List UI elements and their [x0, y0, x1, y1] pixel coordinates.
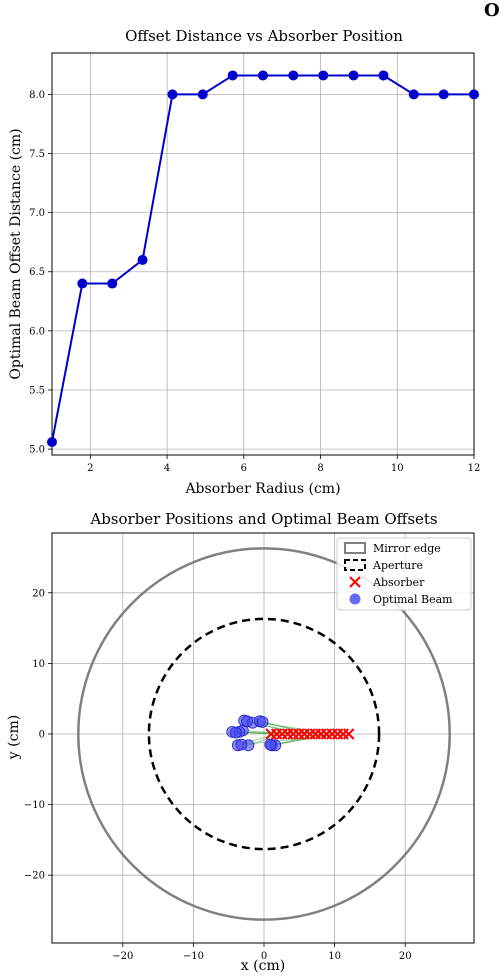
data-point — [137, 254, 148, 265]
figure-suptitle: O — [484, 0, 500, 21]
data-point — [47, 436, 57, 447]
positions-chart: Absorber Positions and Optimal Beam Offs… — [6, 510, 475, 974]
y-tick-label: 7.5 — [29, 149, 45, 160]
mirror-edge-circle — [77, 547, 451, 921]
legend-handle — [344, 542, 366, 554]
legend-label: Absorber — [372, 576, 425, 589]
data-point — [107, 278, 118, 289]
legend-handle — [349, 593, 361, 605]
x-tick-label: 12 — [468, 463, 481, 474]
y-axis-label: Optimal Beam Offset Distance (cm) — [8, 128, 24, 379]
y-tick-label: 7.0 — [29, 208, 45, 219]
chart-title: Absorber Positions and Optimal Beam Offs… — [89, 510, 437, 528]
legend-box — [336, 537, 472, 611]
plot-frame — [51, 532, 475, 944]
data-series — [47, 70, 479, 447]
optimal-beam-point — [256, 716, 269, 728]
y-tick-label: 10 — [32, 659, 45, 670]
y-tick-label: 20 — [32, 588, 45, 599]
data-point — [288, 70, 299, 81]
legend-label: Optimal Beam — [373, 593, 453, 606]
x-tick-label: 4 — [164, 463, 170, 474]
data-point — [227, 70, 238, 81]
legend-handle — [344, 559, 366, 571]
series-line — [51, 74, 474, 443]
aperture-circle — [147, 617, 381, 851]
optimal-beam-point — [229, 726, 242, 739]
x-tick-label: 8 — [317, 463, 323, 474]
data-point — [318, 70, 329, 81]
data-point — [378, 70, 389, 81]
data-point — [438, 89, 449, 100]
data-point — [469, 89, 479, 100]
y-tick-label: 0 — [39, 730, 45, 741]
y-tick-label: 8.0 — [29, 90, 45, 101]
legend: Mirror edge Aperture Absorber Optimal Beam — [336, 537, 472, 611]
x-tick-label: 6 — [241, 463, 247, 474]
y-tick-label: −10 — [24, 800, 45, 811]
grid — [52, 53, 475, 455]
x-axis-label: x (cm) — [241, 958, 285, 974]
legend-label: Aperture — [372, 559, 423, 572]
y-tick-label: 5.0 — [29, 445, 45, 456]
optimal-beam-point — [264, 738, 277, 751]
absorber-stroke — [343, 728, 355, 740]
plot-frame — [51, 52, 475, 456]
y-tick-label: 6.0 — [29, 326, 45, 337]
x-tick-label: −10 — [183, 951, 204, 962]
absorber-marker — [343, 728, 355, 740]
optimal-beam-point — [235, 738, 248, 751]
y-tick-label: −20 — [24, 871, 45, 882]
data-layer — [77, 547, 451, 921]
legend-handle — [349, 576, 361, 588]
x-tick-label: 10 — [328, 951, 341, 962]
x-tick-label: 2 — [87, 463, 93, 474]
data-point — [77, 278, 88, 289]
data-point — [348, 70, 359, 81]
x-tick-label: 10 — [391, 463, 404, 474]
data-point — [408, 89, 419, 100]
optimal-beam-point — [241, 715, 253, 728]
tick-labels: 2 4 6 8 10 12 5.0 5.5 6.0 6.5 7.0 7.5 8.0 — [29, 90, 480, 474]
y-axis-label: y (cm) — [6, 715, 22, 760]
x-tick-label: −20 — [112, 951, 133, 962]
data-point — [167, 89, 178, 100]
x-tick-label: 20 — [399, 951, 412, 962]
chart-title: Offset Distance vs Absorber Position — [125, 27, 403, 45]
data-point — [258, 70, 268, 81]
y-tick-label: 6.5 — [29, 267, 45, 278]
offset-chart: Offset Distance vs Absorber Position 2 4 6… — [8, 27, 480, 497]
legend-label: Mirror edge — [373, 542, 441, 555]
tick-labels: −20 −10 0 10 20 −20 −10 0 10 20 — [24, 588, 412, 962]
x-tick-label: 0 — [261, 951, 267, 962]
data-point — [197, 89, 208, 100]
y-tick-label: 5.5 — [29, 385, 45, 396]
x-axis-label: Absorber Radius (cm) — [184, 481, 340, 497]
